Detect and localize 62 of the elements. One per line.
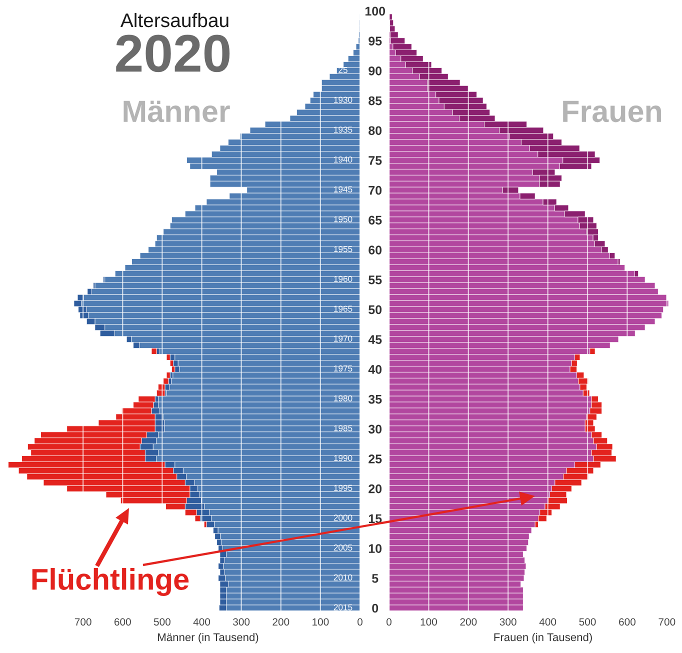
annotation: Frauen xyxy=(563,100,662,122)
chart-title: Altersaufbau xyxy=(120,12,228,28)
annotation: Flüchtlinge xyxy=(32,568,189,596)
y2-tick-label: 1940 xyxy=(334,156,352,163)
y2-tick-label: 2005 xyxy=(334,544,352,551)
x-tick-label: 100 xyxy=(420,618,437,626)
x-axis-title: Frauen (in Tausend) xyxy=(494,633,592,644)
y-tick-label: 0 xyxy=(372,604,378,613)
x-tick-label: 300 xyxy=(233,618,250,626)
y2-tick-label: 1990 xyxy=(334,454,352,462)
x-tick-label: 200 xyxy=(460,618,477,626)
x-tick-label: 600 xyxy=(114,618,131,626)
x-tick-label: 0 xyxy=(358,618,362,626)
y-tick-label: 55 xyxy=(368,276,382,284)
y2-tick-label: 1950 xyxy=(334,216,352,222)
y-tick-label: 30 xyxy=(368,424,382,434)
annotation: Männer xyxy=(124,100,230,122)
y-tick-label: 20 xyxy=(368,484,382,494)
y2-tick-label: 1980 xyxy=(334,395,352,402)
x-tick-label: 400 xyxy=(193,618,210,626)
y-tick-label: 90 xyxy=(368,66,382,76)
x-tick-label: 400 xyxy=(539,618,556,626)
y2-tick-label: 2000 xyxy=(334,514,352,521)
x-tick-label: 300 xyxy=(500,618,516,626)
y-tick-label: 75 xyxy=(368,156,382,165)
x-tick-label: 700 xyxy=(74,618,92,626)
y2-tick-label: 1995 xyxy=(334,484,352,491)
x-tick-label: 700 xyxy=(658,618,676,626)
y-tick-label: 50 xyxy=(368,305,382,314)
y2-tick-label: 1965 xyxy=(334,306,352,312)
y2-tick-label: 1935 xyxy=(334,126,352,133)
x-tick-label: 200 xyxy=(272,618,290,626)
y-tick-label: 80 xyxy=(368,126,382,136)
y2-tick-label: 1945 xyxy=(334,186,352,192)
x-tick-label: 0 xyxy=(386,618,392,626)
y-tick-label: 15 xyxy=(368,514,382,524)
y-tick-label: 5 xyxy=(372,574,378,583)
y-tick-label: 35 xyxy=(368,394,382,404)
y-tick-label: 95 xyxy=(368,36,382,46)
y-tick-label: 45 xyxy=(368,335,382,344)
chart-subtitle: 2020 xyxy=(116,34,230,72)
x-tick-label: 500 xyxy=(579,618,596,626)
y-tick-label: 65 xyxy=(368,216,382,225)
y-tick-label: 40 xyxy=(368,365,382,374)
y2-tick-label: 1975 xyxy=(334,365,352,372)
y-tick-label: 100 xyxy=(365,6,386,16)
x-tick-label: 600 xyxy=(619,618,636,626)
y2-tick-label: 1970 xyxy=(334,336,352,342)
y2-tick-label: 1985 xyxy=(334,425,352,432)
y2-tick-label: 1955 xyxy=(334,246,352,252)
y-tick-label: 85 xyxy=(368,96,382,106)
y2-tick-label: 2010 xyxy=(334,574,352,580)
y2-tick-label: 2015 xyxy=(334,604,352,610)
y-tick-label: 10 xyxy=(368,544,382,553)
y2-tick-label: 1930 xyxy=(334,96,352,103)
y-tick-label: 70 xyxy=(368,186,382,195)
y-tick-label: 25 xyxy=(368,454,382,464)
x-axis-title: Männer (in Tausend) xyxy=(158,633,258,644)
x-tick-label: 100 xyxy=(312,618,329,626)
y2-tick-label: 1960 xyxy=(334,276,352,282)
x-tick-label: 500 xyxy=(154,618,170,626)
y-tick-label: 60 xyxy=(368,246,382,254)
